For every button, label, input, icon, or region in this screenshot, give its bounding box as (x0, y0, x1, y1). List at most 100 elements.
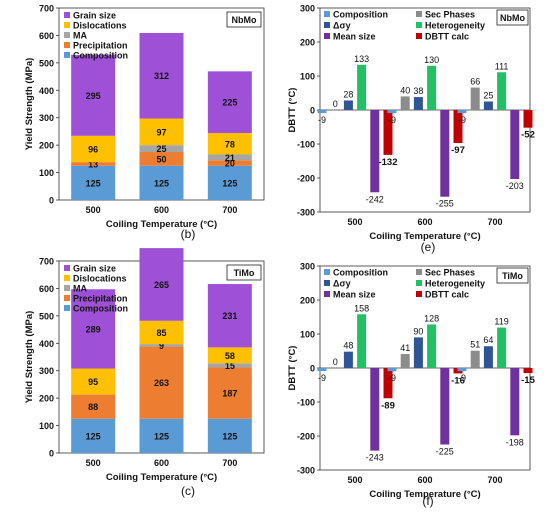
data-label-dislocations-600: 85 (156, 328, 166, 338)
legend-label-grain-size: Grain size (73, 11, 116, 21)
bar-sec-phases-700 (470, 87, 480, 110)
data-label-grain-size-600: 265 (154, 280, 169, 290)
data-label-precipitation-600: 50 (156, 154, 166, 164)
data-label-ma-600: 9 (159, 341, 164, 351)
bar-ma-600 (139, 344, 184, 347)
y-tick-label: 400 (39, 86, 54, 96)
legend-label-composition: Composition (333, 268, 388, 278)
bar-ma-700 (207, 363, 252, 368)
data-label-heterogeneity-600: 128 (424, 313, 439, 323)
legend-label-grain-size: Grain size (73, 264, 116, 274)
data-label-heterogeneity-600: 130 (424, 55, 439, 65)
legend-label-ma: MA (73, 31, 87, 41)
bar-dbtt-calc-500 (383, 110, 393, 155)
bar-dislocations-500 (71, 135, 116, 163)
data-label-y-700: 64 (483, 335, 493, 345)
badge-label: NbMo (500, 13, 525, 23)
data-label-composition-700: -9 (458, 115, 466, 125)
bar-dislocations-700 (207, 133, 252, 155)
data-label-dislocations-500: 95 (88, 377, 98, 387)
data-label-dislocations-700: 58 (225, 351, 235, 361)
badge-label: TiMo (502, 271, 523, 281)
bar-sec-phases-600 (400, 96, 410, 110)
data-label-ma-700: 21 (225, 153, 235, 163)
data-label-y-500: 28 (343, 89, 353, 99)
bar-precipitation-600 (139, 152, 184, 166)
legend-label-dislocations: Dislocations (73, 21, 127, 31)
data-label-composition-700: 125 (222, 178, 237, 188)
data-label-grain-size-700: 231 (222, 311, 237, 321)
bar-ma-600 (139, 145, 184, 152)
data-label-dislocations-700: 78 (225, 139, 235, 149)
data-label-grain-size-700: 225 (222, 98, 237, 108)
y-tick-label: 600 (39, 284, 54, 294)
bar-precipitation-600 (139, 346, 184, 419)
legend-swatch-ma (64, 285, 70, 291)
y-tick-label: -100 (297, 140, 315, 150)
data-label-dislocations-500: 96 (88, 144, 98, 154)
legend: CompositionPrecipitationMADislocationsGr… (64, 264, 128, 314)
badge-frame (496, 9, 529, 26)
bar-grain-size-700 (207, 284, 252, 348)
legend-label-composition: Composition (73, 51, 128, 61)
y-tick-label: -200 (297, 174, 315, 184)
data-label-mean-size-700: -203 (506, 181, 524, 191)
legend-swatch-heterogeneity (416, 22, 422, 28)
data-label-dbtt-calc-500: -132 (378, 157, 397, 168)
legend-label-heterogeneity: Heterogeneity (425, 21, 485, 31)
y-tick-label: 0 (310, 364, 315, 374)
bar-grain-size-600 (139, 248, 184, 321)
bar-sec-phases-700 (470, 350, 480, 368)
badge-label: NbMo (232, 15, 257, 25)
data-label-precipitation-700: 20 (225, 158, 235, 168)
y-tick-label: -300 (297, 466, 315, 476)
badge-frame (226, 11, 262, 28)
y-tick-label: 100 (300, 330, 315, 340)
bar-mean-size-700 (510, 368, 520, 436)
badge-frame (226, 264, 262, 281)
data-label-y-600: 90 (413, 326, 423, 336)
bar-composition-600 (139, 165, 184, 200)
bar-composition-700 (207, 165, 252, 200)
legend-swatch-composition (64, 52, 70, 58)
bar-composition-500 (71, 418, 116, 453)
bar-y-500 (343, 100, 353, 110)
panel-label: (b) (181, 227, 196, 241)
legend-label-mean-size: Mean size (333, 290, 376, 300)
panel-label: (e) (421, 240, 436, 254)
legend-swatch-ma (64, 32, 70, 38)
legend-label-precipitation: Precipitation (73, 294, 128, 304)
bar-dbtt-calc-700 (523, 110, 533, 128)
x-tick-label: 500 (86, 205, 101, 215)
x-tick-label: 600 (417, 475, 432, 485)
x-axis-title: Coiling Temperature (°C) (106, 472, 217, 483)
badge-label: TiMo (234, 268, 255, 278)
y-tick-label: 0 (49, 196, 54, 206)
y-axis-title: Yield Strength (MPa) (24, 311, 35, 404)
bar-dbtt-calc-600 (453, 110, 463, 143)
legend-label-heterogeneity: Heterogeneity (425, 279, 485, 289)
y-tick-label: 0 (310, 106, 315, 116)
bar-heterogeneity-500 (357, 314, 367, 368)
y-tick-label: -200 (297, 432, 315, 442)
y-tick-label: -100 (297, 398, 315, 408)
bar-composition-700 (207, 418, 252, 453)
bar-heterogeneity-700 (497, 72, 507, 110)
data-label-dbtt-calc-600: -97 (451, 145, 465, 156)
y-axis-title: Yield Strength (MPa) (24, 58, 35, 151)
x-tick-label: 700 (222, 205, 237, 215)
bar-heterogeneity-700 (497, 327, 507, 368)
data-label-heterogeneity-500: 133 (354, 54, 369, 64)
legend-swatch-dbtt-calc (416, 33, 422, 39)
bar-y-600 (413, 97, 423, 110)
bar-ma-700 (207, 154, 252, 161)
bar-composition-500 (317, 368, 327, 372)
data-label-sec-phases-700: 66 (470, 77, 480, 87)
data-label-composition-500: -9 (318, 115, 326, 125)
legend-label-dbtt-calc: DBTT calc (425, 290, 469, 300)
x-tick-label: 600 (154, 205, 169, 215)
y-tick-label: 100 (39, 421, 54, 431)
data-label-sec-phases-700: 51 (470, 340, 480, 350)
bar-dbtt-calc-700 (523, 368, 533, 374)
x-tick-label: 600 (154, 458, 169, 468)
